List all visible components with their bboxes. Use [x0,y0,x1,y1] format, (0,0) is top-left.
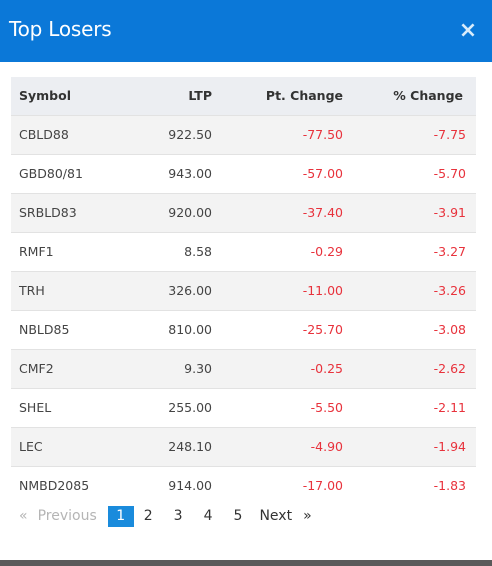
table-header-row: Symbol LTP Pt. Change % Change [11,77,476,115]
cell-pt-change: -4.90 [220,426,351,466]
table-row[interactable]: NMBD2085 914.00 -17.00 -1.83 [11,465,476,505]
cell-symbol: LEC [11,426,131,466]
page-3-button[interactable]: 3 [173,508,183,524]
cell-pct-change: -1.94 [351,426,476,466]
cell-pt-change: -0.25 [220,348,351,388]
table-row[interactable]: LEC 248.10 -4.90 -1.94 [11,426,476,466]
page-2-button[interactable]: 2 [143,508,153,524]
cell-ltp: 810.00 [131,309,220,349]
cell-ltp: 9.30 [131,348,220,388]
cell-symbol: CMF2 [11,348,131,388]
bottom-divider [0,560,492,566]
close-button[interactable]: × [457,18,479,44]
pagination: « Previous 1 2 3 4 5 Next » [11,506,312,527]
table-row[interactable]: NBLD85 810.00 -25.70 -3.08 [11,309,476,349]
first-page-icon[interactable]: « [19,508,28,524]
cell-pct-change: -7.75 [351,114,476,154]
losers-table: Symbol LTP Pt. Change % Change CBLD88 92… [11,77,476,505]
cell-ltp: 920.00 [131,192,220,232]
cell-symbol: SHEL [11,387,131,427]
column-header-pt-change[interactable]: Pt. Change [220,77,351,115]
cell-symbol: CBLD88 [11,114,131,154]
cell-pct-change: -3.27 [351,231,476,271]
cell-pt-change: -17.00 [220,465,351,505]
cell-symbol: RMF1 [11,231,131,271]
cell-ltp: 922.50 [131,114,220,154]
cell-ltp: 248.10 [131,426,220,466]
cell-pct-change: -2.11 [351,387,476,427]
cell-ltp: 8.58 [131,231,220,271]
column-header-ltp[interactable]: LTP [131,77,220,115]
cell-ltp: 326.00 [131,270,220,310]
cell-pt-change: -11.00 [220,270,351,310]
cell-pct-change: -1.83 [351,465,476,505]
cell-pct-change: -2.62 [351,348,476,388]
cell-pt-change: -77.50 [220,114,351,154]
cell-pct-change: -5.70 [351,153,476,193]
cell-symbol: TRH [11,270,131,310]
cell-ltp: 914.00 [131,465,220,505]
cell-ltp: 255.00 [131,387,220,427]
table-row[interactable]: RMF1 8.58 -0.29 -3.27 [11,231,476,271]
cell-symbol: SRBLD83 [11,192,131,232]
cell-symbol: NBLD85 [11,309,131,349]
modal-title: Top Losers [9,17,112,41]
cell-ltp: 943.00 [131,153,220,193]
cell-pt-change: -57.00 [220,153,351,193]
cell-pct-change: -3.08 [351,309,476,349]
table-row[interactable]: SRBLD83 920.00 -37.40 -3.91 [11,192,476,232]
cell-pct-change: -3.91 [351,192,476,232]
column-header-pct-change[interactable]: % Change [351,77,476,115]
table-row[interactable]: GBD80/81 943.00 -57.00 -5.70 [11,153,476,193]
close-icon: × [458,18,478,43]
last-page-icon[interactable]: » [303,508,312,524]
cell-symbol: GBD80/81 [11,153,131,193]
table-row[interactable]: SHEL 255.00 -5.50 -2.11 [11,387,476,427]
cell-pt-change: -5.50 [220,387,351,427]
table-row[interactable]: CMF2 9.30 -0.25 -2.62 [11,348,476,388]
table-row[interactable]: TRH 326.00 -11.00 -3.26 [11,270,476,310]
modal-header: Top Losers × [0,0,492,62]
column-header-symbol[interactable]: Symbol [11,77,131,115]
page-4-button[interactable]: 4 [203,508,213,524]
cell-symbol: NMBD2085 [11,465,131,505]
table-row[interactable]: CBLD88 922.50 -77.50 -7.75 [11,114,476,154]
cell-pct-change: -3.26 [351,270,476,310]
cell-pt-change: -37.40 [220,192,351,232]
next-page-button[interactable]: Next [259,508,293,524]
page-1-button[interactable]: 1 [107,506,134,527]
previous-page-button[interactable]: Previous [37,508,97,524]
cell-pt-change: -0.29 [220,231,351,271]
page-5-button[interactable]: 5 [233,508,243,524]
cell-pt-change: -25.70 [220,309,351,349]
losers-table-container: Symbol LTP Pt. Change % Change CBLD88 92… [11,77,476,505]
